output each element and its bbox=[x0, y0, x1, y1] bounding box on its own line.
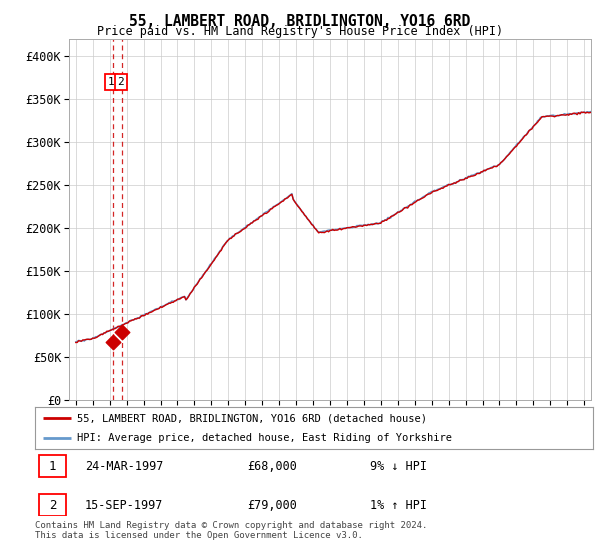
Text: 9% ↓ HPI: 9% ↓ HPI bbox=[370, 460, 427, 473]
Text: 55, LAMBERT ROAD, BRIDLINGTON, YO16 6RD (detached house): 55, LAMBERT ROAD, BRIDLINGTON, YO16 6RD … bbox=[77, 413, 427, 423]
Text: Contains HM Land Registry data © Crown copyright and database right 2024.
This d: Contains HM Land Registry data © Crown c… bbox=[35, 521, 427, 540]
Text: £79,000: £79,000 bbox=[247, 498, 297, 511]
Text: 2: 2 bbox=[118, 77, 124, 87]
Text: Price paid vs. HM Land Registry's House Price Index (HPI): Price paid vs. HM Land Registry's House … bbox=[97, 25, 503, 38]
FancyBboxPatch shape bbox=[39, 455, 66, 478]
FancyBboxPatch shape bbox=[39, 494, 66, 516]
Text: 1% ↑ HPI: 1% ↑ HPI bbox=[370, 498, 427, 511]
Text: 55, LAMBERT ROAD, BRIDLINGTON, YO16 6RD: 55, LAMBERT ROAD, BRIDLINGTON, YO16 6RD bbox=[130, 14, 470, 29]
Text: 24-MAR-1997: 24-MAR-1997 bbox=[85, 460, 163, 473]
Text: 15-SEP-1997: 15-SEP-1997 bbox=[85, 498, 163, 511]
Text: 1: 1 bbox=[107, 77, 114, 87]
Text: 2: 2 bbox=[49, 498, 56, 511]
Text: £68,000: £68,000 bbox=[247, 460, 297, 473]
Text: 1: 1 bbox=[49, 460, 56, 473]
Point bbox=[109, 338, 118, 347]
Text: HPI: Average price, detached house, East Riding of Yorkshire: HPI: Average price, detached house, East… bbox=[77, 433, 452, 442]
Point bbox=[117, 328, 127, 337]
